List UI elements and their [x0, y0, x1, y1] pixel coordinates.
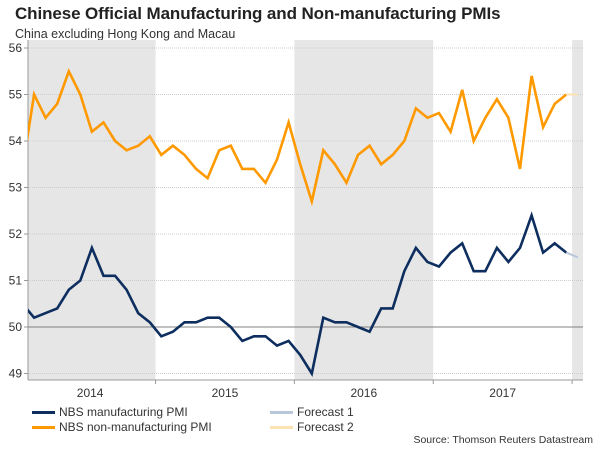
line-forecast-1 [565, 251, 579, 259]
series-lines [28, 67, 579, 377]
gridlines [28, 47, 583, 374]
shade-2016 [294, 40, 434, 380]
y-tick-label: 49 [9, 367, 23, 381]
chart-title: Chinese Official Manufacturing and Non-m… [15, 4, 501, 23]
legend-label: NBS non-manufacturing PMI [59, 420, 212, 434]
y-tick-label: 53 [9, 181, 23, 195]
legend-item-manufacturing: NBS manufacturing PMI [32, 405, 188, 419]
shade-2014 [28, 40, 156, 380]
line-nbs-manufacturing-pmi [28, 211, 568, 377]
y-tick-label: 50 [9, 320, 23, 334]
legend-swatch-forecast-1 [270, 410, 293, 414]
source-note: Source: Thomson Reuters Datastream [413, 434, 593, 446]
y-tick-label: 56 [9, 41, 23, 55]
legend-label: Forecast 1 [297, 405, 354, 419]
y-tick-label: 55 [9, 88, 23, 102]
y-tick-label: 52 [9, 227, 23, 241]
x-tick-labels: 2014 2015 2016 2017 [77, 386, 517, 400]
legend-swatch-manufacturing [32, 410, 55, 414]
legend-label: NBS manufacturing PMI [59, 405, 188, 419]
x-tick-label: 2016 [350, 386, 377, 400]
x-tick-label: 2017 [489, 386, 516, 400]
legend-item-non-manufacturing: NBS non-manufacturing PMI [32, 420, 212, 434]
y-tick-labels: 49 50 51 52 53 54 55 56 [9, 41, 23, 381]
y-tick-label: 54 [9, 134, 23, 148]
axes [24, 40, 583, 384]
x-tick-label: 2014 [77, 386, 104, 400]
shade-2018 [572, 40, 583, 380]
legend-item-forecast-1: Forecast 1 [270, 405, 354, 419]
line-nbs-non-manufacturing-pmi [28, 67, 568, 207]
legend-swatch-non-manufacturing [32, 425, 55, 429]
chart-subtitle: China excluding Hong Kong and Macau [15, 27, 236, 41]
legend-label: Forecast 2 [297, 420, 354, 434]
legend-item-forecast-2: Forecast 2 [270, 420, 354, 434]
x-tick-label: 2015 [212, 386, 239, 400]
legend-swatch-forecast-2 [270, 425, 293, 429]
year-shading [28, 40, 583, 380]
y-tick-label: 51 [9, 274, 23, 288]
